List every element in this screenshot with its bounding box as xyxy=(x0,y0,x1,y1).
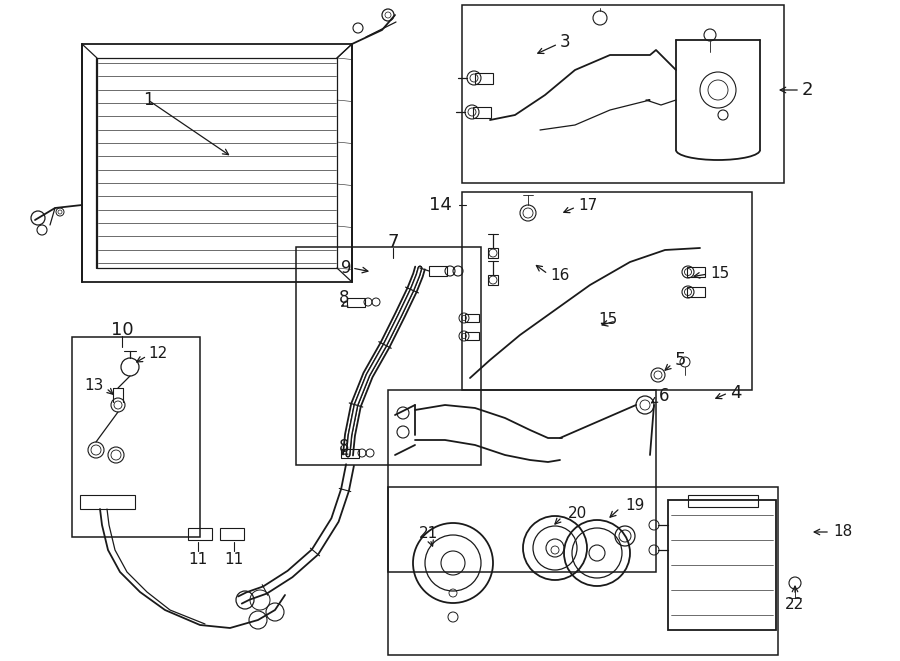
Bar xyxy=(465,314,479,322)
Bar xyxy=(473,106,491,118)
Bar xyxy=(488,248,498,258)
Text: 15: 15 xyxy=(598,313,618,327)
Bar xyxy=(475,73,493,83)
Bar xyxy=(462,192,752,390)
Bar xyxy=(488,275,498,285)
Bar xyxy=(80,495,135,509)
Text: 6: 6 xyxy=(659,387,670,405)
Bar xyxy=(296,247,481,465)
Text: 10: 10 xyxy=(111,321,133,339)
Bar xyxy=(687,287,705,297)
Bar xyxy=(462,5,784,183)
Text: 21: 21 xyxy=(418,525,437,541)
Text: 7: 7 xyxy=(387,233,399,251)
Text: 11: 11 xyxy=(188,552,208,567)
Bar xyxy=(688,495,758,507)
Text: 22: 22 xyxy=(786,597,805,612)
Text: 14: 14 xyxy=(429,196,452,214)
Text: 1: 1 xyxy=(143,91,153,109)
Text: 12: 12 xyxy=(148,346,167,360)
Bar xyxy=(347,297,365,307)
Text: 17: 17 xyxy=(578,198,598,212)
Text: 11: 11 xyxy=(224,552,244,567)
Text: 20: 20 xyxy=(568,506,587,522)
Bar xyxy=(341,449,359,457)
Text: 5: 5 xyxy=(674,351,686,369)
Bar xyxy=(220,528,244,540)
Bar xyxy=(687,267,705,277)
Text: 16: 16 xyxy=(550,268,570,284)
Text: 18: 18 xyxy=(833,524,852,539)
Text: 15: 15 xyxy=(710,266,729,282)
Bar xyxy=(388,390,656,572)
Text: 8: 8 xyxy=(338,438,349,456)
Bar xyxy=(429,266,447,276)
Text: 13: 13 xyxy=(85,377,104,393)
Text: 19: 19 xyxy=(625,498,644,512)
Text: 8: 8 xyxy=(338,289,349,307)
Bar xyxy=(668,500,776,630)
Bar xyxy=(188,528,212,540)
Bar xyxy=(72,337,200,537)
Bar xyxy=(465,332,479,340)
Bar xyxy=(388,487,778,655)
Text: 9: 9 xyxy=(341,259,351,277)
Text: 4: 4 xyxy=(730,384,742,402)
Text: 2: 2 xyxy=(802,81,814,99)
Text: 3: 3 xyxy=(560,33,571,51)
